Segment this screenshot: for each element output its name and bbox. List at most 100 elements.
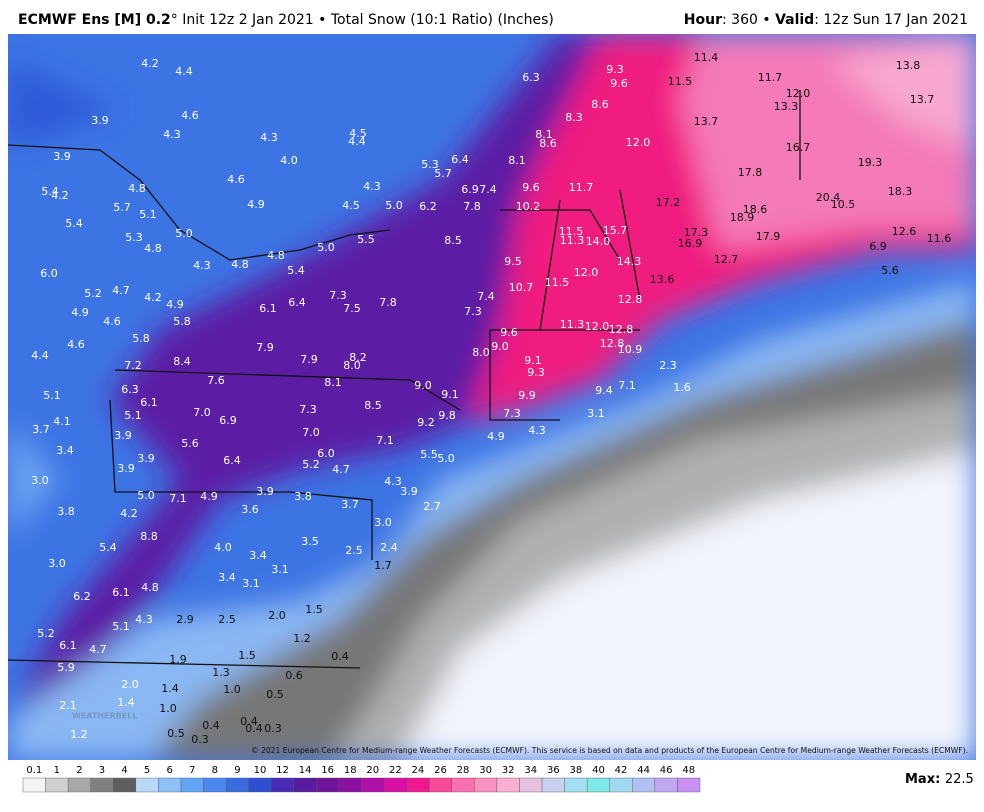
colorbar-swatch	[180, 777, 204, 793]
snow-amount: 5.3	[421, 158, 439, 171]
snow-amount: 9.9	[518, 389, 536, 402]
snow-amount: 1.2	[293, 632, 311, 645]
valid: : 12z Sun 17 Jan 2021	[814, 12, 968, 28]
snow-amount: 8.0	[472, 346, 490, 359]
snow-amount: 5.2	[84, 287, 102, 300]
snow-amount: 3.1	[242, 577, 260, 590]
snow-amount: 12.0	[626, 136, 651, 149]
snow-amount: 12.8	[600, 337, 625, 350]
colorbar-label: 48	[682, 765, 695, 776]
colorbar-label: 6	[166, 765, 172, 776]
colorbar-swatch	[519, 777, 543, 793]
snow-amount: 3.9	[256, 485, 274, 498]
colorbar-label: 38	[570, 765, 583, 776]
snow-amount: 18.9	[730, 211, 755, 224]
snow-amount: 3.4	[218, 571, 236, 584]
snow-amount: 11.7	[569, 181, 594, 194]
snow-amount: 13.7	[910, 93, 935, 106]
snow-amount: 5.6	[881, 264, 899, 277]
colorbar: 0.1 1 2 3 4 5 6 7 8 9 10 12 14 16 18 20 22 24 26 28 30 32 34 36…	[22, 765, 701, 793]
snow-amount: 12.6	[892, 225, 917, 238]
snow-amount: 5.1	[124, 409, 142, 422]
snow-amount: 7.8	[379, 296, 397, 309]
snow-amount: 5.5	[420, 448, 438, 461]
colorbar-label: 30	[479, 765, 492, 776]
snow-amount: 14.0	[586, 235, 611, 248]
snow-amount: 8.8	[140, 530, 158, 543]
snow-amount: 3.4	[249, 549, 267, 562]
snow-amount: 11.3	[560, 318, 585, 331]
snow-amount: 13.7	[694, 115, 719, 128]
snow-amount: 7.3	[329, 289, 347, 302]
snow-amount: 6.4	[451, 153, 469, 166]
snow-amount: 9.5	[504, 255, 522, 268]
colorbar-swatch	[22, 777, 46, 793]
snow-amount: 9.3	[527, 366, 545, 379]
snow-amount: 4.6	[67, 338, 85, 351]
snow-amount: 7.4	[477, 290, 495, 303]
header-left: ECMWF Ens [M] 0.2° Init 12z 2 Jan 2021 •…	[18, 12, 554, 28]
snow-amount: 3.0	[374, 516, 392, 529]
colorbar-swatch	[496, 777, 520, 793]
snow-amount: 0.4	[245, 722, 263, 735]
snow-amount: 6.4	[288, 296, 306, 309]
colorbar-swatch	[632, 777, 656, 793]
snow-amount: 5.1	[139, 208, 157, 221]
snow-amount: 4.3	[163, 128, 181, 141]
snow-amount: 6.0	[317, 447, 335, 460]
header-right: Hour: 360 • Valid: 12z Sun 17 Jan 2021	[684, 12, 968, 28]
snow-amount: 3.9	[137, 452, 155, 465]
snow-amount: 7.3	[299, 403, 317, 416]
colorbar-swatch	[45, 777, 69, 793]
colorbar-swatch	[90, 777, 114, 793]
snow-amount: 5.1	[112, 620, 130, 633]
snow-amount: 8.1	[535, 128, 553, 141]
snow-amount: 16.9	[678, 237, 703, 250]
snow-amount: 1.3	[212, 666, 230, 679]
colorbar-label: 22	[389, 765, 402, 776]
snow-amount: 2.1	[59, 699, 77, 712]
snow-amount: 6.1	[140, 396, 158, 409]
snow-amount: 11.3	[560, 234, 585, 247]
snow-amount: 3.9	[114, 429, 132, 442]
snow-amount: 4.8	[141, 581, 159, 594]
snow-amount: 1.2	[70, 728, 88, 741]
snow-amount: 14.3	[617, 255, 642, 268]
snow-amount: 9.8	[438, 409, 456, 422]
snow-amount: 9.6	[610, 77, 628, 90]
snow-amount: 5.0	[385, 199, 403, 212]
snow-amount: 6.0	[40, 267, 58, 280]
snow-amount: 5.4	[99, 541, 117, 554]
snow-amount: 2.7	[423, 500, 441, 513]
colorbar-label: 40	[592, 765, 605, 776]
snow-amount: 2.5	[218, 613, 236, 626]
colorbar-label: 42	[615, 765, 628, 776]
colorbar-swatch	[203, 777, 227, 793]
snow-amount: 20.4	[816, 191, 841, 204]
snow-amount: 3.1	[271, 563, 289, 576]
snow-amount: 6.3	[121, 383, 139, 396]
snow-amount: 4.8	[128, 182, 146, 195]
snow-amount: 4.8	[144, 242, 162, 255]
snow-amount: 5.9	[57, 661, 75, 674]
hour-label: Hour	[684, 12, 722, 28]
colorbar-swatch	[225, 777, 249, 793]
snow-amount: 13.8	[896, 59, 921, 72]
snow-amount: 5.0	[437, 452, 455, 465]
snow-amount: 1.0	[159, 702, 177, 715]
snow-amount: 9.6	[500, 326, 518, 339]
snow-amount: 9.3	[606, 63, 624, 76]
snow-amount: 4.7	[89, 643, 107, 656]
snow-amount: 7.8	[463, 200, 481, 213]
snow-amount: 7.0	[193, 406, 211, 419]
snow-amount: 1.5	[305, 603, 323, 616]
snow-amount: 5.0	[317, 241, 335, 254]
colorbar-swatch	[316, 777, 340, 793]
snow-amount: 17.8	[738, 166, 763, 179]
snow-amount: 0.3	[191, 733, 209, 746]
snow-amount: 4.2	[141, 57, 159, 70]
snow-amount: 5.8	[132, 332, 150, 345]
snow-amount: 13.6	[650, 273, 675, 286]
snow-amount: 9.6	[522, 181, 540, 194]
